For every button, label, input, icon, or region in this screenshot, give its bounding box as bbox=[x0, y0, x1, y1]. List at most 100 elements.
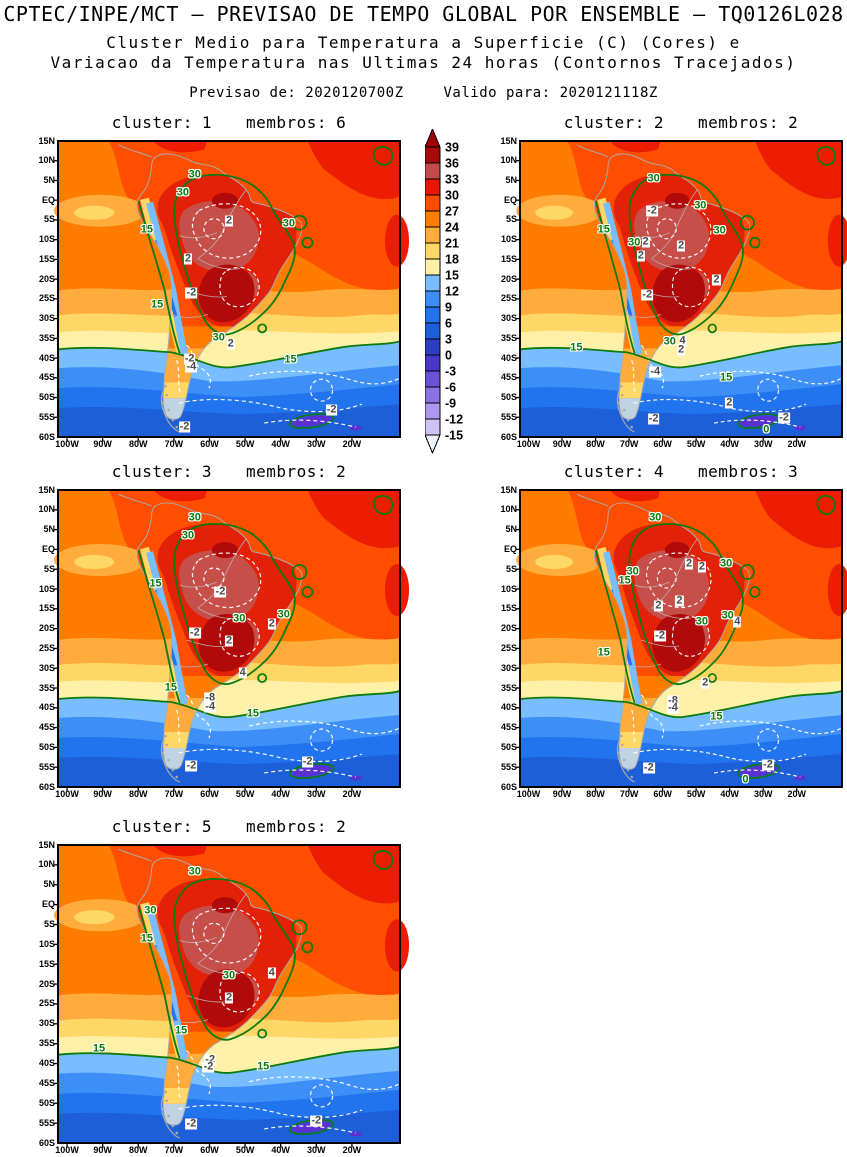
lat-tick-label: 10S bbox=[500, 583, 517, 594]
lon-tick-label: 40W bbox=[271, 789, 290, 799]
variation-contour-label: -2 bbox=[204, 1053, 217, 1066]
cluster-panel-5: cluster: 5 membros: 2 bbox=[38, 817, 410, 1155]
temperature-contour-label: 15 bbox=[149, 577, 162, 590]
lat-tick-label: 45S bbox=[38, 722, 55, 733]
lat-tick-label: 5S bbox=[505, 563, 517, 574]
svg-text:6: 6 bbox=[445, 317, 452, 331]
lat-tick-label: EQ bbox=[41, 543, 55, 554]
membros-value: 2 bbox=[336, 817, 347, 836]
variation-contour-label: 2 bbox=[676, 343, 686, 356]
svg-text:-12: -12 bbox=[445, 413, 463, 427]
lat-tick-label: 15S bbox=[38, 253, 55, 264]
svg-text:21: 21 bbox=[445, 237, 459, 251]
lat-tick-label: EQ bbox=[503, 194, 517, 205]
lat-tick-label: 50S bbox=[38, 741, 55, 752]
lon-tick-label: 60W bbox=[653, 789, 672, 799]
forecast-label: Previsao de: bbox=[189, 85, 297, 101]
temperature-contour-label: 30 bbox=[626, 565, 639, 578]
temperature-contour-label: 15 bbox=[570, 341, 583, 354]
lat-tick-label: 5N bbox=[43, 174, 55, 185]
temperature-contour-label: 30 bbox=[649, 511, 662, 524]
lat-tick-label: 15N bbox=[38, 135, 55, 146]
variation-contour-label: 2 bbox=[701, 676, 710, 689]
variation-contour-label: 2 bbox=[725, 396, 734, 409]
lat-tick-label: 40S bbox=[38, 1058, 55, 1069]
lat-tick-label: 50S bbox=[500, 741, 517, 752]
cluster-label: cluster: bbox=[111, 113, 193, 132]
variation-contour-label: 2 bbox=[654, 599, 663, 612]
temperature-contour-label: 30 bbox=[277, 608, 290, 621]
cluster-label: cluster: bbox=[111, 462, 193, 481]
variation-contour-label: 2 bbox=[224, 991, 234, 1004]
cluster-label: cluster: bbox=[563, 462, 645, 481]
valid-label: Valido para: bbox=[443, 85, 551, 101]
lon-tick-label: 50W bbox=[686, 439, 706, 449]
svg-text:9: 9 bbox=[445, 301, 452, 315]
variation-contour-label: -4 bbox=[204, 700, 217, 713]
lon-tick-label: 30W bbox=[753, 439, 773, 449]
lon-tick-label: 90W bbox=[93, 789, 112, 799]
lat-tick-label: 40S bbox=[38, 352, 55, 363]
lat-tick-label: 45S bbox=[38, 372, 55, 383]
svg-text:-15: -15 bbox=[445, 429, 463, 443]
lat-tick-label: 10N bbox=[38, 155, 55, 166]
cluster-label: cluster: bbox=[111, 817, 193, 836]
lat-tick-label: 5N bbox=[505, 174, 517, 185]
lon-tick-label: 40W bbox=[720, 789, 739, 799]
lon-tick-label: 20W bbox=[787, 789, 806, 799]
variation-contour-label: 2 bbox=[224, 214, 234, 227]
lat-tick-label: 55S bbox=[500, 761, 517, 772]
lon-tick-label: 30W bbox=[753, 789, 773, 799]
forecast-valid: Valido para: 2020121118Z bbox=[444, 85, 658, 101]
lat-tick-label: 10N bbox=[38, 504, 55, 515]
temperature-contour-label: 30 bbox=[647, 172, 660, 185]
variation-contour-label: 2 bbox=[684, 557, 694, 570]
variation-contour-label: 2 bbox=[712, 273, 721, 286]
lat-tick-label: 10N bbox=[500, 155, 517, 166]
lon-tick-label: 90W bbox=[93, 439, 112, 449]
temperature-contour-label: 15 bbox=[246, 707, 260, 720]
lat-tick-label: 30S bbox=[500, 662, 517, 673]
lat-tick-label: 30S bbox=[38, 1018, 55, 1029]
temperature-contour-label: 30 bbox=[695, 615, 709, 628]
cluster-panel-4: cluster: 4 membros: 3 bbox=[500, 462, 847, 799]
lon-tick-label: 50W bbox=[235, 789, 255, 799]
temperature-contour-label: 30 bbox=[176, 186, 189, 199]
lat-tick-label: 50S bbox=[38, 392, 55, 403]
cluster-value: 1 bbox=[201, 113, 212, 132]
temperature-contour-label: 15 bbox=[140, 932, 154, 945]
cluster-panel-2: cluster: 2 membros: 2 bbox=[500, 113, 847, 449]
lon-tick-label: 20W bbox=[342, 789, 362, 799]
cluster-value: 2 bbox=[653, 113, 664, 132]
lat-tick-label: 20S bbox=[38, 623, 55, 634]
lat-tick-label: 10S bbox=[38, 938, 55, 949]
variation-contour-label: 2 bbox=[636, 249, 645, 262]
temperature-contour-label: 30 bbox=[181, 529, 195, 542]
variation-contour-label: 2 bbox=[267, 617, 276, 630]
panel-header: cluster: 1 membros: 6 bbox=[58, 113, 400, 132]
lat-tick-label: 25S bbox=[38, 642, 55, 653]
lon-tick-label: 60W bbox=[200, 439, 219, 449]
lat-tick-label: 60S bbox=[500, 781, 517, 792]
variation-contour-label: 2 bbox=[641, 235, 650, 248]
lon-tick-label: 70W bbox=[619, 439, 639, 449]
svg-text:36: 36 bbox=[445, 157, 459, 171]
variation-contour-label: 4 bbox=[733, 615, 742, 628]
lon-tick-label: 90W bbox=[552, 789, 572, 799]
forecast-value: 2020120700Z bbox=[305, 85, 404, 101]
temperature-contour-label: 15 bbox=[597, 646, 610, 659]
lat-tick-label: 35S bbox=[500, 332, 517, 343]
lat-tick-label: 45S bbox=[500, 722, 517, 733]
variation-contour-label: -2 bbox=[641, 288, 654, 301]
lon-tick-label: 70W bbox=[164, 1145, 184, 1155]
lat-tick-label: 35S bbox=[500, 682, 517, 693]
lat-tick-label: 15S bbox=[38, 603, 55, 614]
variation-contour-label: -2 bbox=[646, 204, 658, 217]
lat-tick-label: EQ bbox=[41, 899, 55, 910]
lat-tick-label: 10N bbox=[500, 504, 517, 515]
variation-contour-label: -2 bbox=[762, 758, 774, 771]
lon-tick-label: 50W bbox=[235, 439, 255, 449]
lat-tick-label: 45S bbox=[38, 1077, 55, 1088]
map-plot bbox=[515, 140, 847, 442]
